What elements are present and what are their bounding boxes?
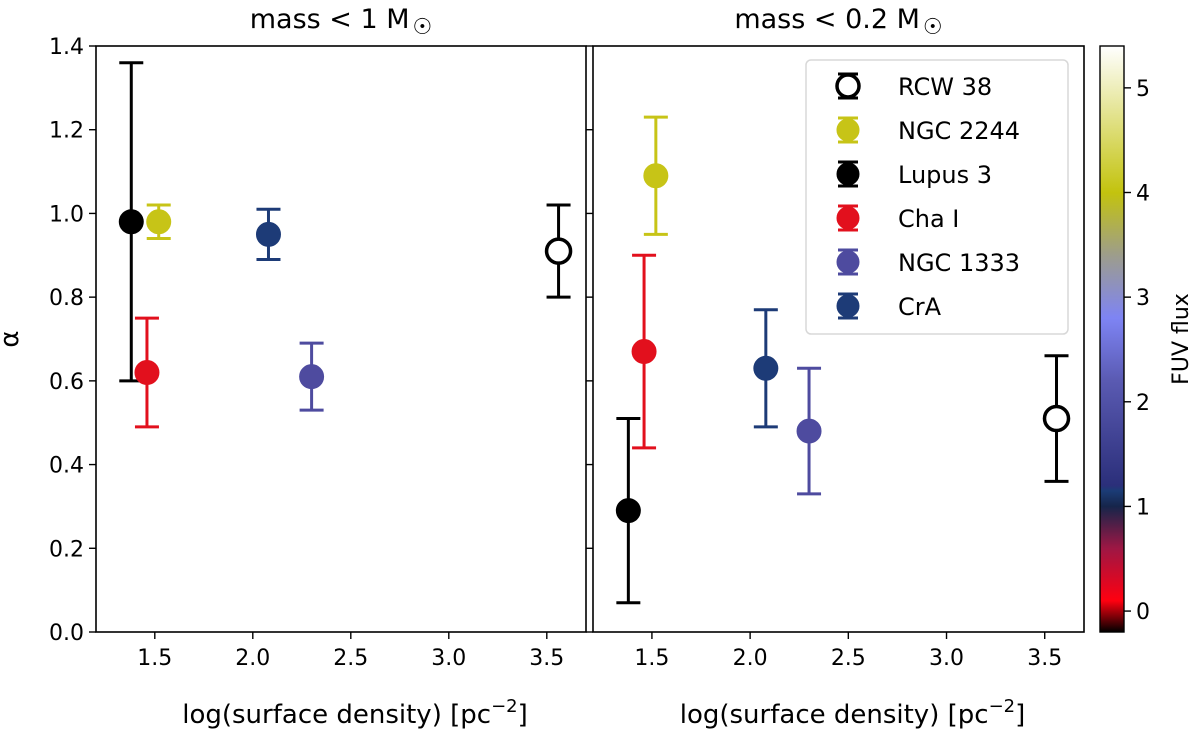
legend-box: [805, 59, 1069, 335]
legend-entry-cra: CrA: [836, 292, 942, 321]
data-point-ngc-2244: [146, 209, 172, 235]
legend-label: CrA: [898, 293, 942, 321]
series-ngc-1333: [299, 341, 325, 412]
legend-entry-cha-i: Cha I: [836, 204, 959, 233]
series-lupus-3: [118, 61, 144, 383]
legend-marker: [836, 250, 860, 274]
colorbar-tick-label: 2: [1136, 391, 1150, 416]
x-tick-label: 3.0: [929, 646, 964, 671]
series-ngc-2244: [643, 115, 669, 236]
plot-frame: [592, 45, 1085, 633]
colorbar-tick-label: 0: [1136, 600, 1150, 625]
series-rcw-38: [1042, 354, 1071, 483]
data-point-cha-i: [631, 339, 657, 365]
x-axis-label: log(surface density) [pc−2]: [680, 696, 1026, 730]
legend-marker: [836, 118, 860, 142]
x-tick-label: 2.5: [333, 646, 368, 671]
series-cha-i: [631, 253, 657, 450]
panel-title-symbol: ☉: [923, 15, 943, 40]
data-point-lupus-3: [118, 209, 144, 235]
colorbar-tick-label: 1: [1136, 495, 1150, 520]
y-tick-label: 0.8: [49, 286, 84, 311]
colorbar-gradient: [1099, 45, 1125, 633]
series-ngc-2244: [146, 203, 172, 241]
data-point-lupus-3: [615, 498, 641, 524]
x-axis-label-end: ]: [1015, 700, 1025, 730]
legend-marker: [835, 73, 861, 99]
x-tick-label: 3.5: [529, 646, 564, 671]
legend-label: NGC 1333: [898, 249, 1020, 277]
y-tick-label: 1.4: [49, 35, 84, 60]
legend-entry-ngc-1333: NGC 1333: [836, 248, 1020, 277]
panel-right: mass < 0.2 M ☉1.5 2.0 2.5 3.0 3.5log(surface …: [586, 4, 1085, 730]
colorbar-label: FUV flux: [1169, 293, 1194, 385]
series-cra: [255, 207, 281, 261]
legend-label: Lupus 3: [898, 161, 992, 189]
data-point-cha-i: [134, 359, 160, 385]
x-tick-label: 2.0: [733, 646, 768, 671]
legend-marker: [836, 162, 860, 186]
x-axis-label: log(surface density) [pc−2]: [182, 696, 528, 730]
colorbar-tick-label: 3: [1136, 286, 1150, 311]
series-lupus-3: [615, 417, 641, 605]
legend-marker: [836, 294, 860, 318]
series-cha-i: [134, 316, 160, 429]
y-tick-label: 0.0: [49, 621, 84, 646]
x-tick-label: 1.5: [137, 646, 172, 671]
plot-frame: [95, 45, 587, 633]
panel-title: mass < 0.2 M ☉: [734, 4, 942, 40]
series-rcw-38: [544, 203, 573, 299]
data-point-ngc-1333: [299, 364, 325, 390]
x-axis-label-sup: −2: [989, 696, 1016, 717]
legend-label: RCW 38: [898, 73, 992, 101]
colorbar-tick-label: 4: [1136, 182, 1150, 207]
data-point-cra: [753, 355, 779, 381]
x-axis-label-sup: −2: [491, 696, 518, 717]
panel-title-symbol: ☉: [413, 15, 433, 40]
panel-left: mass < 1 M ☉ 1.5 2.0 2.5 3.0 3.5 0.0 0.2 0.4 0.6 0.…: [0, 4, 587, 730]
x-tick-label: 2.0: [235, 646, 270, 671]
panel-title-text: mass < 1 M: [250, 4, 410, 35]
panel-title: mass < 1 M ☉: [250, 4, 433, 40]
data-point-rcw-38: [1042, 404, 1071, 433]
y-tick-label: 1.2: [49, 119, 84, 144]
x-tick-label: 2.5: [831, 646, 866, 671]
legend: RCW 38 NGC 2244 Lupus 3 Cha I NGC 1333 CrA: [805, 59, 1069, 335]
legend-label: NGC 2244: [898, 117, 1020, 145]
y-tick-label: 1.0: [49, 202, 84, 227]
x-tick-label: 3.5: [1027, 646, 1062, 671]
y-tick-label: 0.2: [49, 537, 84, 562]
x-axis-label-text: log(surface density) [pc: [680, 700, 989, 730]
data-point-ngc-2244: [643, 163, 669, 189]
x-tick-label: 1.5: [634, 646, 669, 671]
colorbar-tick-label: 5: [1136, 77, 1150, 102]
data-point-ngc-1333: [796, 418, 822, 444]
panel-title-text: mass < 0.2 M: [734, 4, 920, 35]
y-tick-label: 0.6: [49, 370, 84, 395]
y-axis-label: α: [0, 330, 25, 347]
data-point-rcw-38: [544, 237, 573, 265]
series-cra: [753, 308, 779, 429]
x-tick-label: 3.0: [431, 646, 466, 671]
x-axis-label-end: ]: [518, 700, 528, 730]
y-tick-label: 0.4: [49, 454, 84, 479]
x-axis-label-text: log(surface density) [pc: [182, 700, 491, 730]
colorbar: 0 1 2 3 4 5 FUV flux: [1099, 45, 1194, 633]
legend-entry-lupus-3: Lupus 3: [836, 160, 992, 189]
legend-label: Cha I: [898, 205, 959, 233]
data-point-cra: [255, 221, 281, 247]
legend-entry-rcw-38: RCW 38: [835, 72, 992, 101]
series-ngc-1333: [796, 366, 822, 496]
legend-marker: [836, 206, 860, 230]
legend-entry-ngc-2244: NGC 2244: [836, 116, 1020, 145]
